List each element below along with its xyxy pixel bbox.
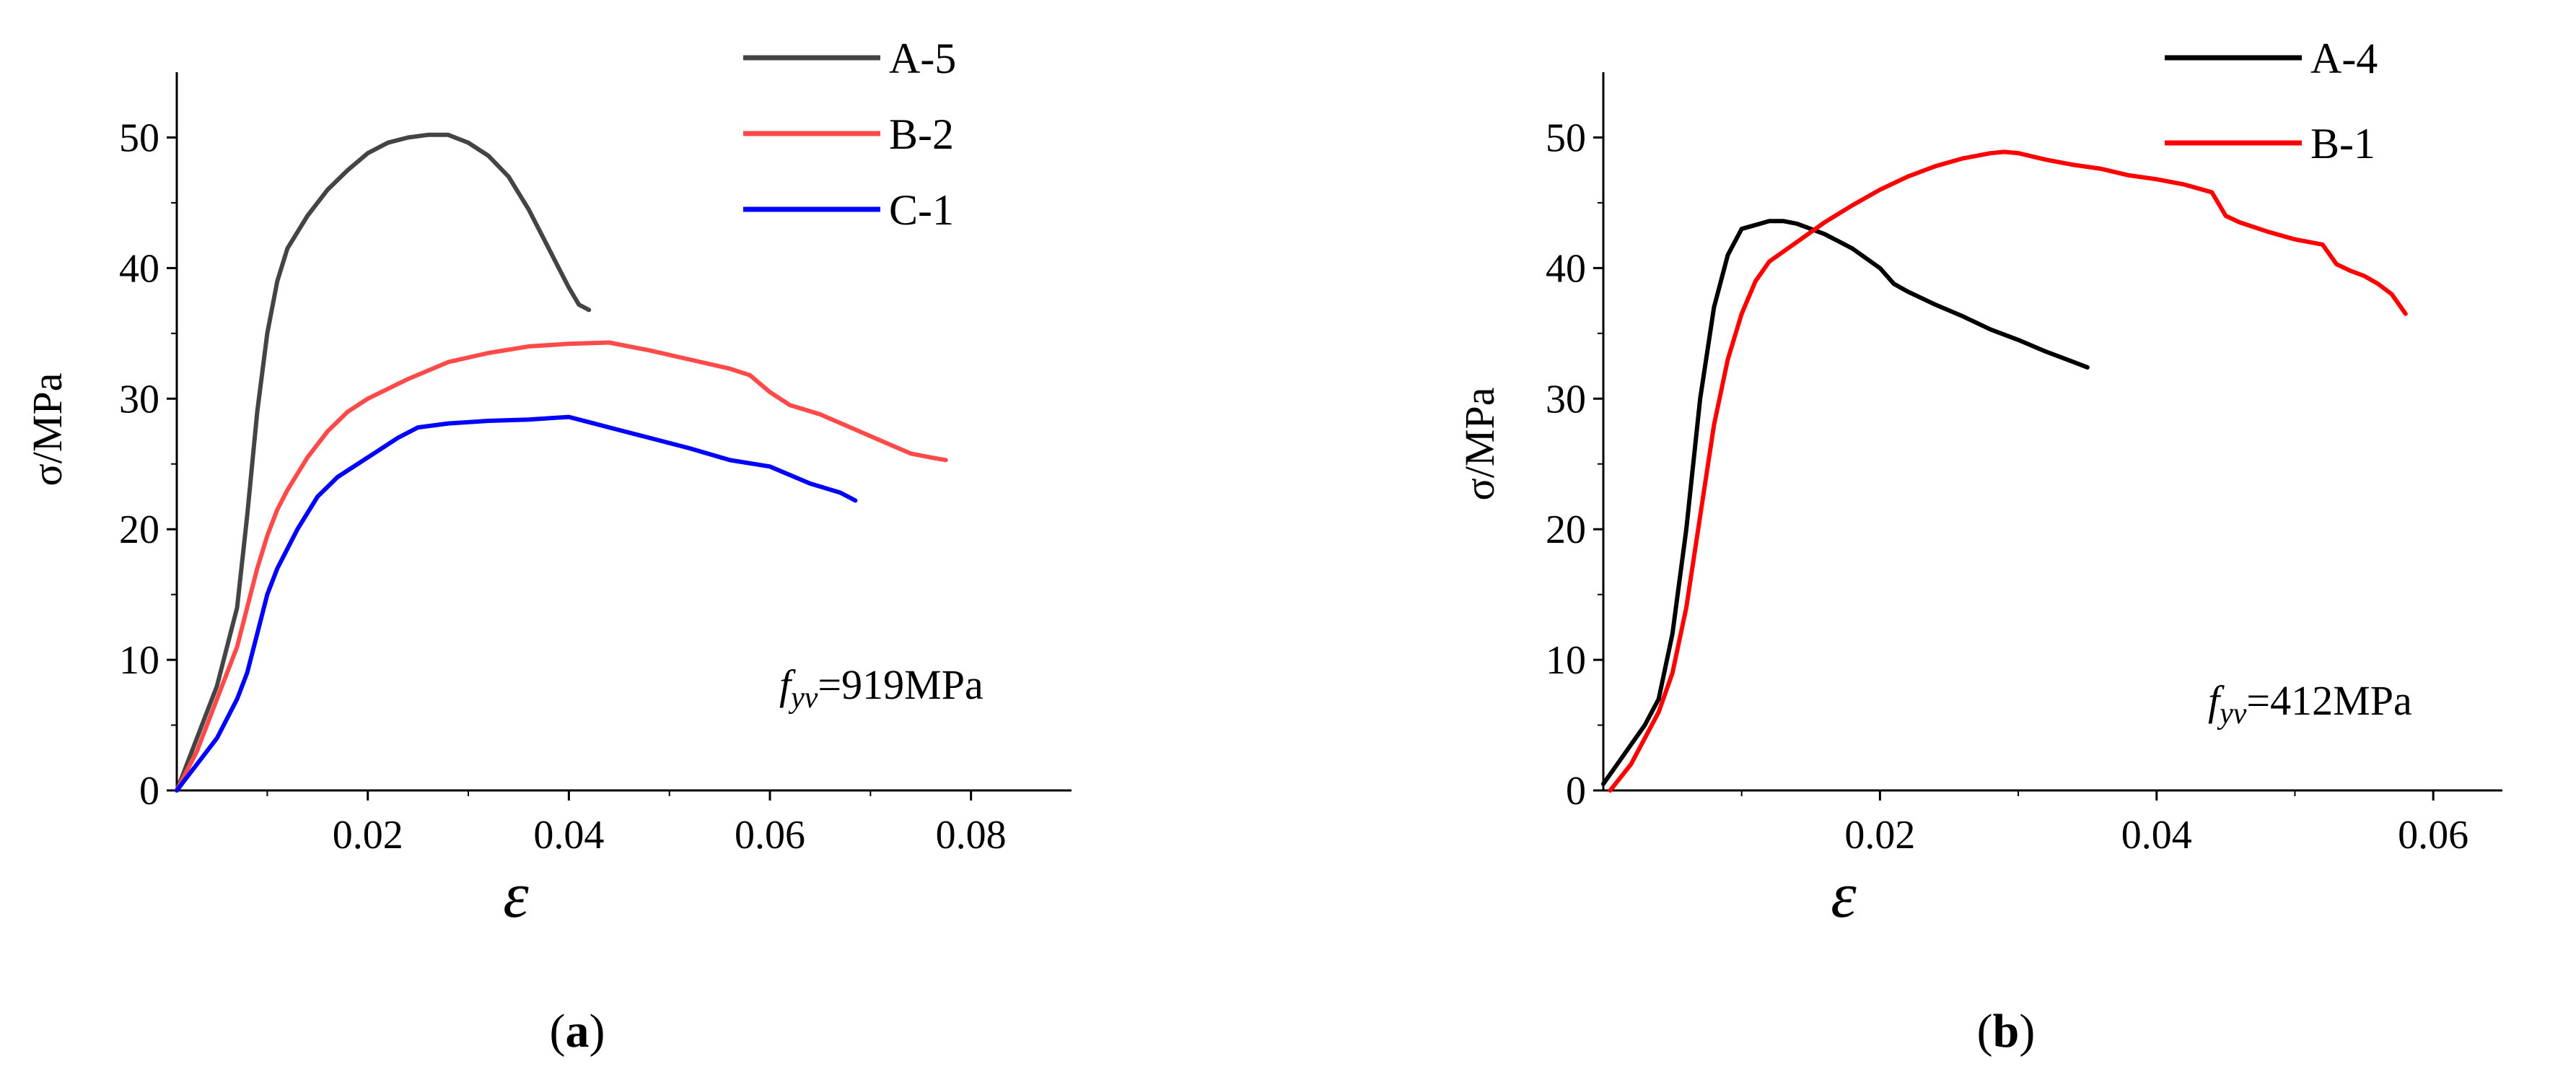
legend-a: A-5 B-2 C-1 [743, 35, 956, 234]
y-axis-title: σ/MPa [24, 373, 71, 487]
y-tick-label: 50 [1546, 115, 1586, 160]
series-line-a-5 [175, 132, 592, 793]
y-tick-label: 20 [1546, 507, 1586, 552]
legend-b: A-4 B-1 [2165, 35, 2378, 167]
legend-label-a-5: A-5 [889, 35, 956, 82]
x-axis-title: ε [503, 860, 529, 931]
legend-label-a-4: A-4 [2310, 35, 2378, 82]
y-tick-label: 10 [119, 638, 159, 683]
x-tick-label: 0.06 [735, 813, 805, 858]
y-tick-label: 30 [1546, 377, 1586, 422]
y-tick-label: 0 [139, 769, 159, 814]
x-tick-label: 0.08 [936, 813, 1007, 858]
yield-strength-annotation-a: fyv=919MPa [779, 661, 983, 715]
y-tick-label: 30 [119, 377, 159, 422]
legend-label-b-1: B-1 [2310, 120, 2375, 167]
x-axis-title: ε [1831, 860, 1857, 931]
y-tick-label: 50 [119, 115, 159, 160]
plot-area-b: 0 10 20 30 40 50 0.02 0.04 0.06 σ/MPa ε [1456, 72, 2502, 931]
legend-label-b-2: B-2 [889, 110, 954, 158]
y-tick-label: 20 [119, 507, 159, 552]
chart-panel-a: 0 10 20 30 40 50 0.02 0.04 0.06 0.08 σ/MPa ε A-5 B-2… [24, 35, 1072, 1058]
plot-area-a: 0 10 20 30 40 50 0.02 0.04 0.06 0.08 σ/MPa ε [24, 72, 1072, 931]
legend-label-c-1: C-1 [889, 186, 954, 234]
panel-caption-a: (a) [550, 1005, 605, 1058]
x-tick-label: 0.02 [1844, 813, 1915, 858]
x-tick-label: 0.04 [2121, 813, 2192, 858]
series-line-c-1 [175, 414, 858, 793]
series-line-a-4 [1601, 219, 2090, 786]
series-line-b-2 [175, 340, 948, 793]
y-tick-label: 40 [119, 246, 159, 291]
x-tick-label: 0.04 [533, 813, 604, 858]
y-tick-label: 10 [1546, 638, 1586, 683]
panel-caption-b: (b) [1977, 1005, 2036, 1058]
x-tick-label: 0.02 [333, 813, 403, 858]
y-tick-label: 40 [1546, 246, 1586, 291]
y-tick-label: 0 [1566, 769, 1586, 814]
y-axis-title: σ/MPa [1456, 388, 1503, 501]
x-tick-label: 0.06 [2398, 813, 2468, 858]
series-line-b-1 [1608, 149, 2408, 793]
